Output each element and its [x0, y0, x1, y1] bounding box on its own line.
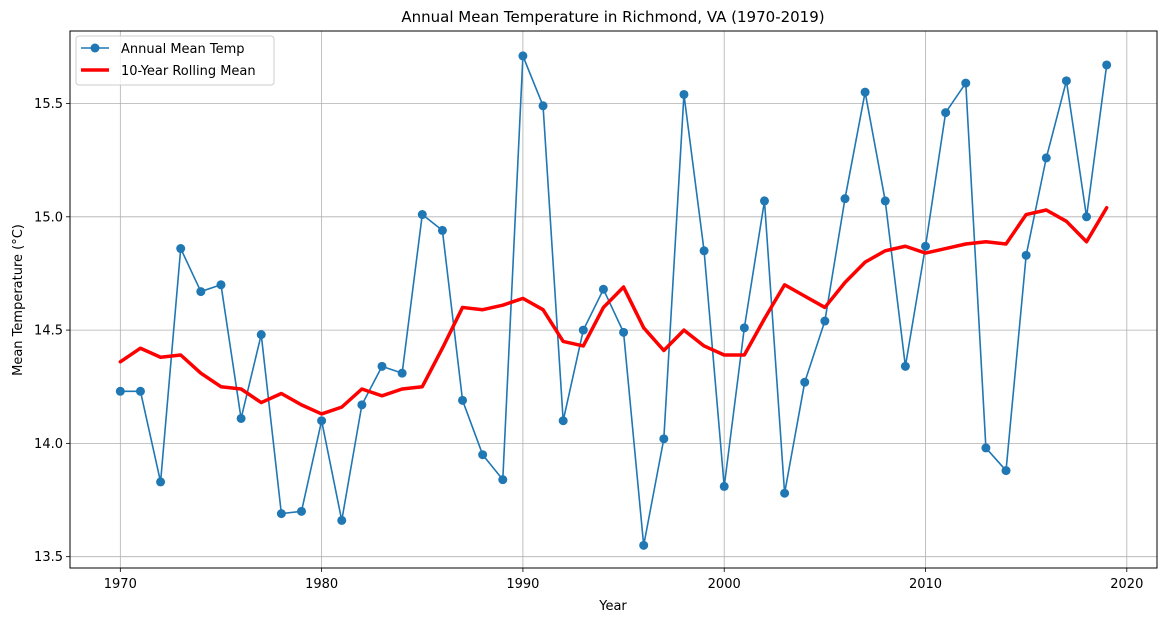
data-point	[820, 316, 830, 326]
data-markers	[115, 51, 1112, 550]
data-point	[739, 323, 749, 333]
y-tick-label: 15.5	[34, 97, 63, 112]
data-point	[659, 434, 669, 444]
data-point	[1082, 212, 1092, 222]
data-point	[1102, 60, 1112, 70]
data-point	[900, 361, 910, 371]
x-tick-label: 1990	[506, 577, 539, 592]
data-point	[276, 509, 286, 519]
data-point	[296, 506, 306, 516]
chart-title: Annual Mean Temperature in Richmond, VA …	[401, 8, 824, 26]
x-axis-title: Year	[598, 599, 627, 614]
data-point	[498, 475, 508, 485]
data-point	[719, 481, 729, 491]
data-point	[961, 78, 971, 88]
data-point	[981, 443, 991, 453]
legend: Annual Mean Temp 10-Year Rolling Mean	[75, 35, 275, 86]
data-point	[921, 241, 931, 251]
data-point	[437, 225, 447, 235]
data-point	[1061, 76, 1071, 86]
data-point	[780, 488, 790, 498]
y-axis-ticks: 13.5 14.0 14.5 15.0 15.5	[34, 97, 70, 565]
data-point	[941, 108, 951, 118]
data-point	[478, 450, 488, 460]
gridlines	[70, 31, 1157, 568]
data-point	[558, 416, 568, 426]
data-point	[1041, 153, 1051, 163]
data-point	[357, 400, 367, 410]
data-point	[216, 280, 226, 290]
x-tick-label: 1980	[305, 577, 338, 592]
data-point	[639, 540, 649, 550]
data-point	[115, 386, 125, 396]
y-axis-title: Mean Temperature (°C)	[11, 224, 26, 376]
legend-box	[75, 35, 275, 86]
data-point	[256, 330, 266, 340]
data-point	[800, 377, 810, 387]
data-point	[598, 284, 608, 294]
data-point	[377, 361, 387, 371]
data-point	[518, 51, 528, 61]
data-point	[156, 477, 166, 487]
data-point	[397, 368, 407, 378]
data-point	[759, 196, 769, 206]
data-point	[619, 327, 629, 337]
data-point	[135, 386, 145, 396]
data-point	[880, 196, 890, 206]
data-point	[317, 416, 327, 426]
y-tick-label: 14.0	[34, 437, 63, 452]
data-point	[337, 515, 347, 525]
x-axis-ticks: 1970 1980 1990 2000 2010 2020	[104, 568, 1143, 592]
legend-label-annual-mean-temp: Annual Mean Temp	[121, 42, 245, 57]
data-point	[458, 395, 468, 405]
series-line-rolling-mean	[118, 205, 1109, 416]
x-tick-label: 2010	[909, 577, 942, 592]
data-point	[1001, 466, 1011, 476]
data-point	[236, 413, 246, 423]
data-point	[538, 101, 548, 111]
data-point	[679, 89, 689, 99]
data-point	[840, 194, 850, 204]
y-tick-label: 15.0	[34, 210, 63, 225]
legend-marker-annual-mean-temp	[90, 43, 100, 53]
x-tick-label: 2000	[708, 577, 741, 592]
data-point	[176, 244, 186, 254]
data-point	[1021, 250, 1031, 260]
legend-label-rolling-mean: 10-Year Rolling Mean	[121, 64, 256, 79]
y-tick-label: 14.5	[34, 324, 63, 339]
x-tick-label: 2020	[1110, 577, 1143, 592]
data-point	[417, 210, 427, 220]
y-tick-label: 13.5	[34, 550, 63, 565]
data-point	[860, 87, 870, 97]
data-point	[699, 246, 709, 256]
plot-frame	[69, 30, 1158, 569]
x-tick-label: 1970	[104, 577, 137, 592]
data-point	[196, 287, 206, 297]
data-point	[578, 325, 588, 335]
